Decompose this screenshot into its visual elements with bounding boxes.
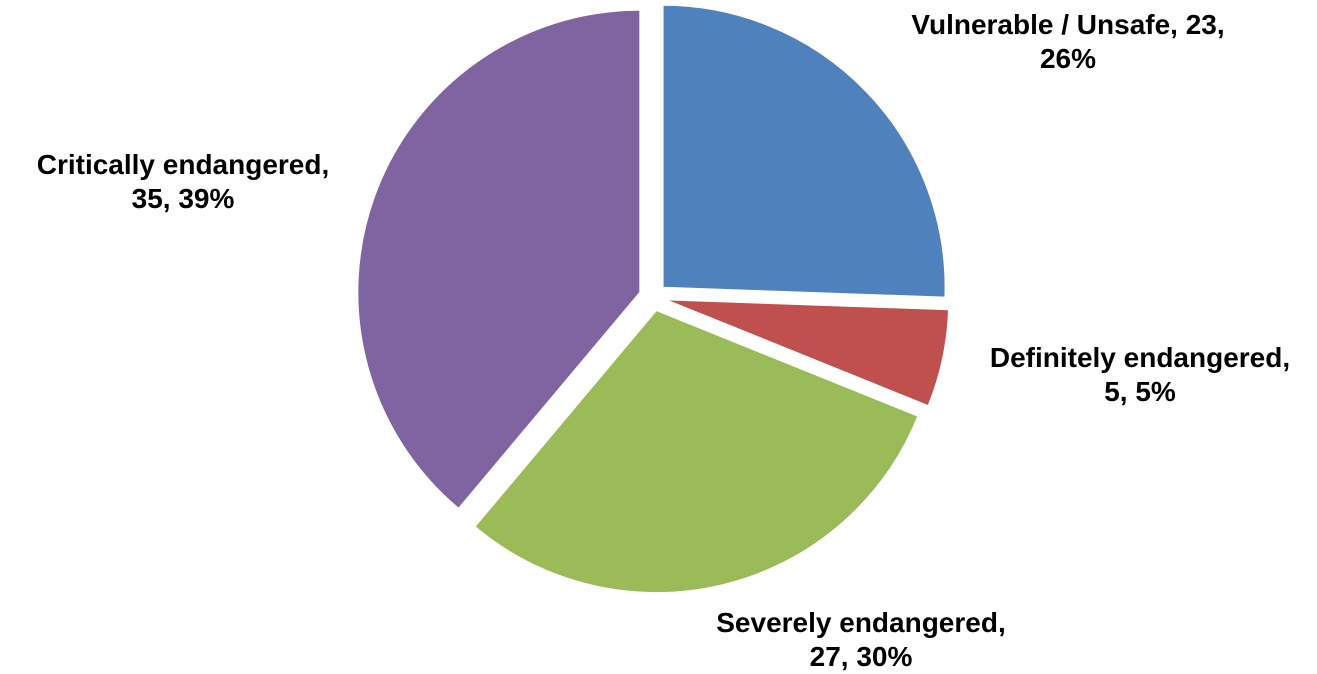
pie-slice-severely-endangered: [474, 309, 919, 594]
pie-slice-definitely-endangered: [666, 299, 950, 407]
slice-label-vulnerable-unsafe: Vulnerable / Unsafe, 23, 26%: [911, 9, 1224, 74]
pie-slices: [357, 4, 950, 594]
slice-label-line: Severely endangered,: [716, 607, 1005, 638]
slice-label-line: 27, 30%: [810, 641, 913, 672]
slice-label-line: 35, 39%: [132, 183, 235, 214]
slice-label-line: 26%: [1040, 43, 1096, 74]
pie-slice-vulnerable-unsafe: [662, 4, 946, 298]
pie-slice-critically-endangered: [357, 9, 641, 509]
slice-label-severely-endangered: Severely endangered, 27, 30%: [716, 607, 1005, 672]
slice-label-line: Definitely endangered,: [990, 342, 1290, 373]
slice-labels: Vulnerable / Unsafe, 23, 26% Definitely en…: [37, 9, 1290, 672]
slice-label-critically-endangered: Critically endangered, 35, 39%: [37, 149, 330, 214]
slice-label-definitely-endangered: Definitely endangered, 5, 5%: [990, 342, 1290, 407]
slice-label-line: Critically endangered,: [37, 149, 330, 180]
slice-label-line: Vulnerable / Unsafe, 23,: [911, 9, 1224, 40]
slice-label-line: 5, 5%: [1104, 376, 1176, 407]
